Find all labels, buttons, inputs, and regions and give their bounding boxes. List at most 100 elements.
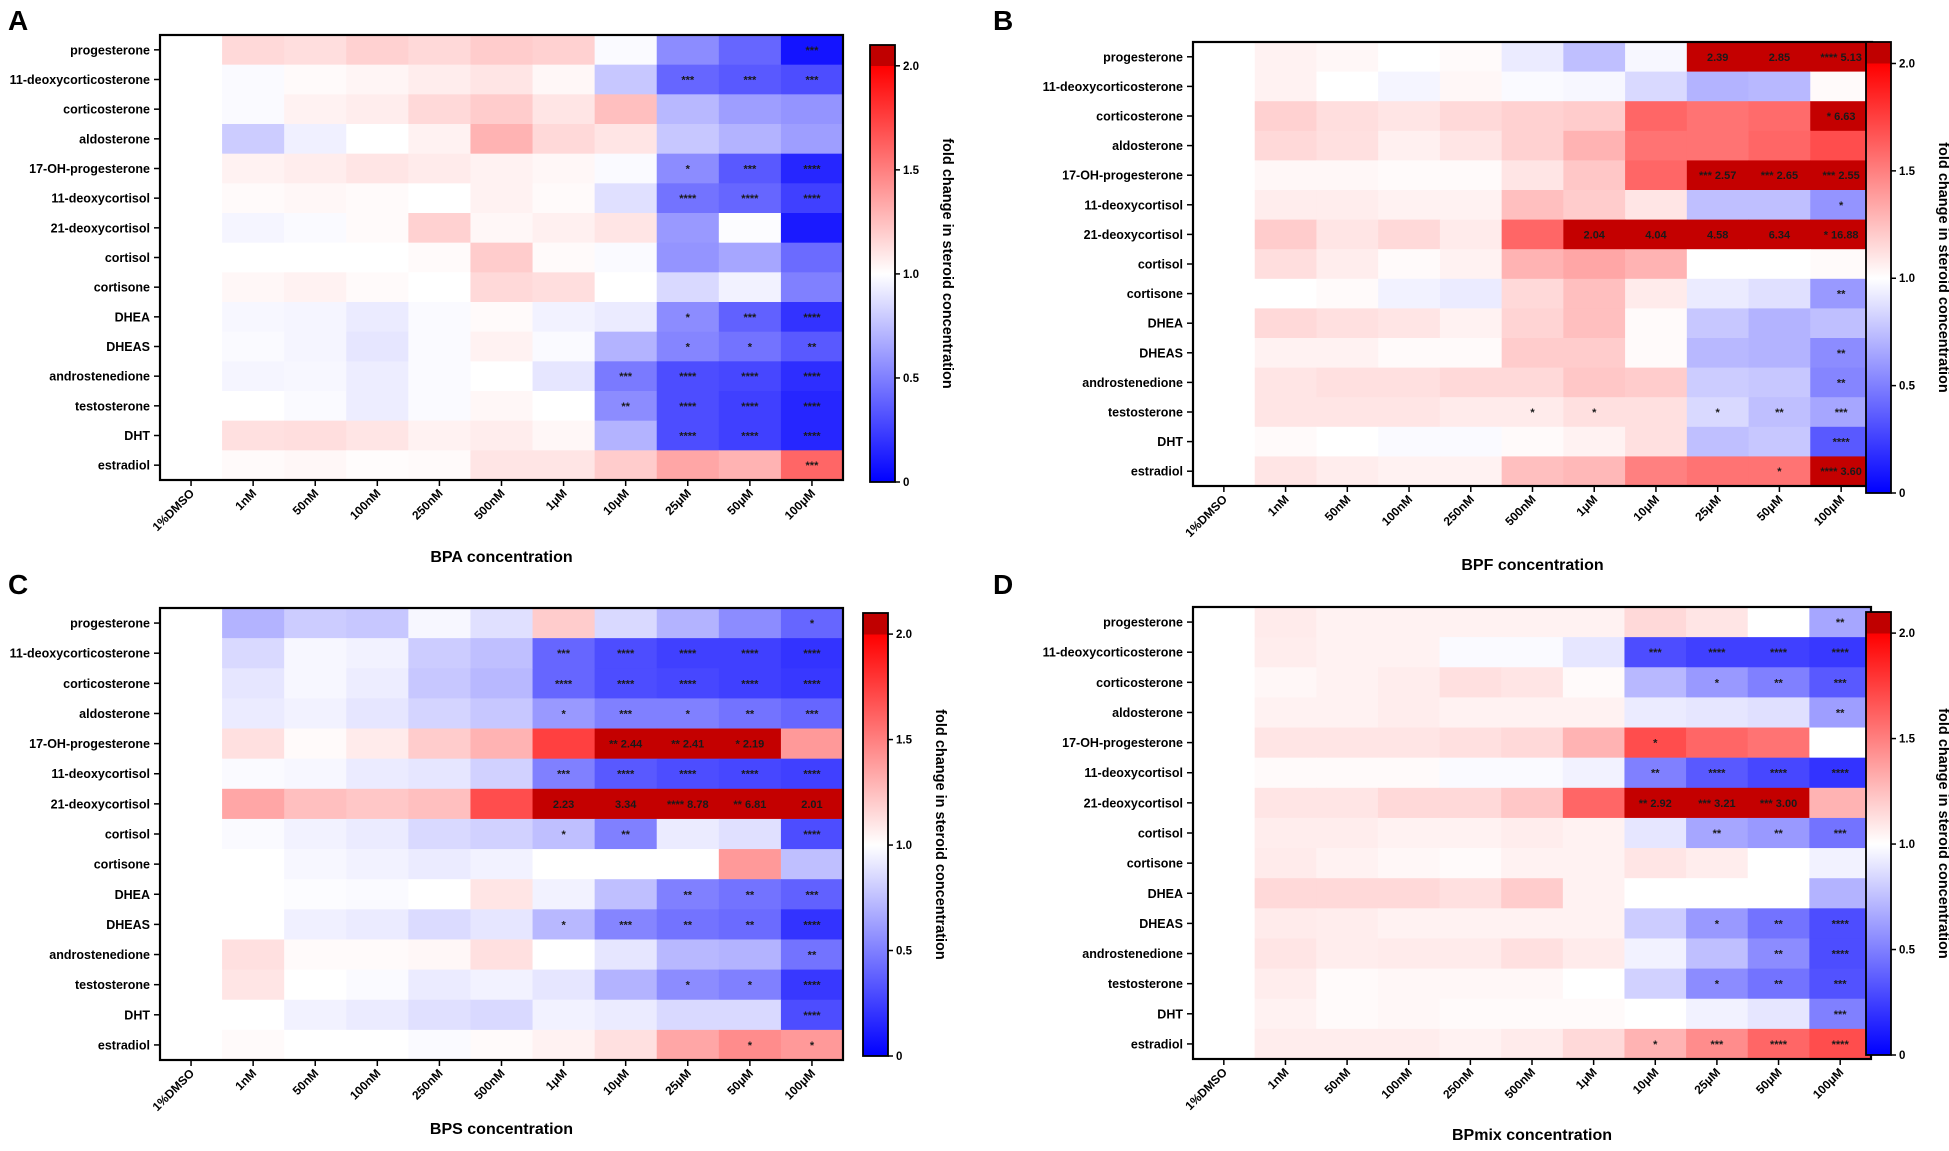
heatmap-cell bbox=[1377, 848, 1441, 879]
heatmap-cell bbox=[470, 213, 534, 244]
significance-label: * bbox=[810, 1040, 815, 1052]
colorbar-tick-label: 0.5 bbox=[903, 373, 920, 385]
heatmap-cell bbox=[780, 728, 844, 760]
significance-label: ** bbox=[1837, 377, 1846, 389]
heatmap-cell bbox=[470, 124, 534, 155]
heatmap-cell bbox=[656, 302, 720, 333]
heatmap-cell bbox=[160, 302, 223, 333]
heatmap-cell bbox=[718, 331, 782, 362]
heatmap-cell bbox=[656, 1029, 720, 1061]
significance-label: **** bbox=[679, 648, 697, 660]
row-label: cortisone bbox=[1127, 857, 1183, 871]
heatmap-cell bbox=[222, 94, 285, 125]
heatmap-cell bbox=[346, 242, 409, 273]
significance-label: 2.04 bbox=[1584, 229, 1606, 241]
heatmap-cell bbox=[346, 728, 409, 760]
heatmap-cell bbox=[1377, 697, 1441, 729]
heatmap-cell bbox=[408, 391, 472, 422]
heatmap-cell bbox=[222, 302, 285, 333]
heatmap-cell bbox=[1378, 101, 1441, 132]
heatmap-cell bbox=[284, 728, 347, 760]
column-label: 250nM bbox=[409, 1066, 445, 1102]
heatmap-cell bbox=[160, 969, 223, 1001]
heatmap-cell bbox=[408, 213, 472, 244]
heatmap-cell bbox=[718, 879, 782, 910]
heatmap-cell bbox=[1686, 130, 1750, 161]
colorbar-tick-label: 0.5 bbox=[1899, 945, 1916, 957]
heatmap-cell bbox=[160, 420, 223, 451]
row-label: cortisol bbox=[1138, 827, 1183, 841]
heatmap-cell bbox=[408, 969, 472, 1001]
heatmap-cell bbox=[1686, 367, 1750, 398]
heatmap-cell bbox=[718, 361, 782, 392]
significance-label: **** bbox=[741, 371, 759, 383]
heatmap-cell bbox=[780, 331, 844, 362]
heatmap-cell bbox=[408, 124, 472, 155]
significance-label: * 2.19 bbox=[735, 739, 764, 751]
heatmap-cell bbox=[1686, 998, 1749, 1030]
significance-label: 2.39 bbox=[1707, 52, 1728, 64]
heatmap-cell bbox=[408, 849, 472, 880]
significance-label: *** bbox=[806, 460, 820, 472]
row-label: 17-OH-progesterone bbox=[1062, 169, 1183, 183]
heatmap-cell bbox=[656, 391, 720, 422]
heatmap-cell bbox=[470, 242, 534, 273]
heatmap-cell bbox=[1747, 908, 1810, 940]
column-label: 10μM bbox=[600, 1066, 632, 1098]
heatmap-cell bbox=[470, 1029, 534, 1061]
column-label: 50μM bbox=[1753, 1065, 1785, 1097]
significance-label: *** 3.00 bbox=[1760, 798, 1797, 810]
heatmap-cell bbox=[594, 64, 658, 95]
significance-label: ** bbox=[808, 342, 817, 354]
heatmap-cell bbox=[346, 450, 409, 481]
heatmap-cell bbox=[346, 124, 409, 155]
significance-label: * bbox=[686, 164, 691, 176]
significance-label: ** 2.41 bbox=[671, 739, 704, 751]
row-label: DHEA bbox=[115, 310, 150, 324]
significance-label: ** bbox=[1774, 949, 1783, 961]
significance-label: *** bbox=[619, 708, 633, 720]
heatmap-cell bbox=[780, 849, 844, 880]
heatmap-cell bbox=[656, 638, 720, 669]
heatmap-cell bbox=[1624, 938, 1687, 970]
heatmap-cell bbox=[718, 849, 782, 880]
heatmap-cell bbox=[594, 361, 658, 392]
heatmap-cell bbox=[284, 272, 347, 303]
row-label: aldosterone bbox=[1112, 706, 1183, 720]
heatmap-cell bbox=[1748, 101, 1811, 132]
heatmap-cell bbox=[718, 698, 782, 730]
heatmap-cell bbox=[1809, 998, 1872, 1030]
heatmap-cell bbox=[1439, 308, 1503, 339]
heatmap-cell bbox=[1563, 278, 1626, 309]
heatmap-cell bbox=[780, 909, 844, 941]
heatmap-cell bbox=[780, 698, 844, 730]
heatmap-cell bbox=[284, 35, 347, 66]
row-label: corticosterone bbox=[63, 677, 150, 691]
heatmap-cell bbox=[408, 183, 472, 214]
heatmap-cell bbox=[470, 35, 534, 66]
heatmap-cell bbox=[1625, 456, 1688, 487]
heatmap-cell bbox=[594, 909, 658, 941]
heatmap-cell bbox=[160, 999, 223, 1031]
heatmap-cell bbox=[1501, 667, 1564, 698]
heatmap-cell bbox=[470, 153, 534, 184]
heatmap-cell bbox=[160, 153, 223, 184]
column-label: 1%DMSO bbox=[150, 486, 198, 534]
heatmap-cell bbox=[284, 758, 347, 790]
significance-label: *** bbox=[557, 648, 571, 660]
row-label: androstenedione bbox=[1082, 376, 1183, 390]
significance-label: **** bbox=[555, 678, 573, 690]
significance-label: **** bbox=[803, 769, 821, 781]
heatmap-cell bbox=[1378, 160, 1441, 191]
column-label: 10μM bbox=[1630, 492, 1662, 524]
heatmap-cell bbox=[1377, 637, 1441, 668]
column-label: 100μM bbox=[1811, 492, 1847, 528]
heatmap-cell bbox=[1254, 308, 1318, 339]
heatmap-cell bbox=[718, 64, 782, 95]
heatmap-cell bbox=[532, 939, 596, 971]
heatmap-cell bbox=[470, 361, 534, 392]
heatmap-cell bbox=[1193, 308, 1256, 339]
heatmap-cell bbox=[1254, 101, 1318, 132]
heatmap-cell bbox=[780, 638, 844, 669]
